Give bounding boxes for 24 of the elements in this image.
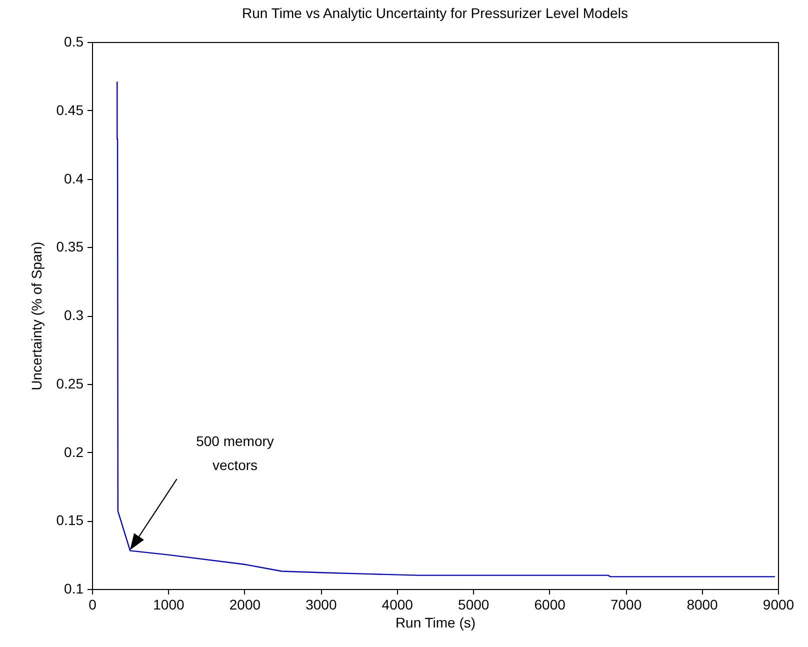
y-tick-label: 0.15	[56, 512, 84, 528]
y-tick-label: 0.4	[64, 170, 84, 186]
y-tick-label: 0.45	[56, 102, 84, 118]
x-tick-label: 8000	[686, 596, 718, 612]
x-tick-label: 0	[88, 596, 97, 612]
x-tick-label: 6000	[534, 596, 566, 612]
y-tick-label: 0.5	[64, 34, 84, 50]
annotation: 500 memory vectors	[196, 433, 274, 473]
x-tick-label: 1000	[153, 596, 185, 612]
chart-title: Run Time vs Analytic Uncertainty for Pressurizer Level Models	[242, 5, 628, 21]
y-tick-label: 0.3	[64, 307, 84, 323]
y-tick-label: 0.2	[64, 444, 84, 460]
y-tick-label: 0.35	[56, 238, 84, 255]
y-tick-label: 0.1	[64, 580, 84, 596]
x-tick-label: 7000	[610, 596, 642, 612]
line-series	[116, 81, 776, 578]
x-tick-label: 4000	[382, 596, 414, 612]
x-tick-label: 9000	[762, 596, 794, 612]
x-axis-title: Run Time (s)	[395, 614, 476, 630]
y-tick-label: 0.25	[56, 375, 84, 392]
x-tick-label: 5000	[458, 596, 490, 612]
x-tick-label: 2000	[229, 596, 261, 612]
x-tick-label: 3000	[306, 596, 337, 612]
y-axis-title: Uncertainty (% of Span)	[28, 242, 44, 390]
